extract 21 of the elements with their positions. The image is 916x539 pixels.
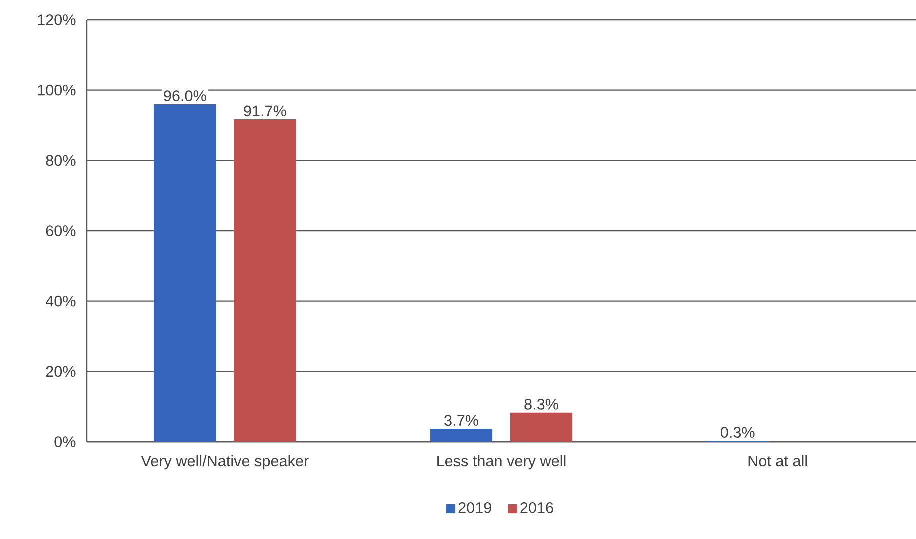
y-tick-label: 120% bbox=[38, 14, 76, 26]
x-tick-label: Less than very well bbox=[438, 455, 566, 470]
bar bbox=[154, 104, 216, 442]
data-label: 0.3% bbox=[720, 427, 755, 438]
legend-label: 2016 bbox=[520, 502, 554, 514]
data-label: 8.3% bbox=[524, 399, 558, 410]
legend-label: 2019 bbox=[458, 502, 492, 514]
bar bbox=[510, 412, 573, 442]
y-tick-label: 80% bbox=[46, 155, 76, 166]
x-tick-label: Not at all bbox=[748, 455, 808, 467]
bar bbox=[430, 428, 493, 442]
y-tick-label: 100% bbox=[38, 84, 76, 96]
bar bbox=[234, 120, 296, 442]
y-tick-label: 20% bbox=[46, 366, 76, 378]
data-label: 91.7% bbox=[244, 106, 286, 117]
y-tick-label: 0% bbox=[54, 436, 76, 448]
y-tick-label: 40% bbox=[46, 296, 76, 307]
data-label: 96.0% bbox=[164, 90, 206, 102]
y-tick-label: 60% bbox=[46, 226, 76, 236]
x-tick-label: Very well/Native speaker bbox=[141, 455, 309, 470]
data-label: 3.7% bbox=[444, 415, 478, 426]
